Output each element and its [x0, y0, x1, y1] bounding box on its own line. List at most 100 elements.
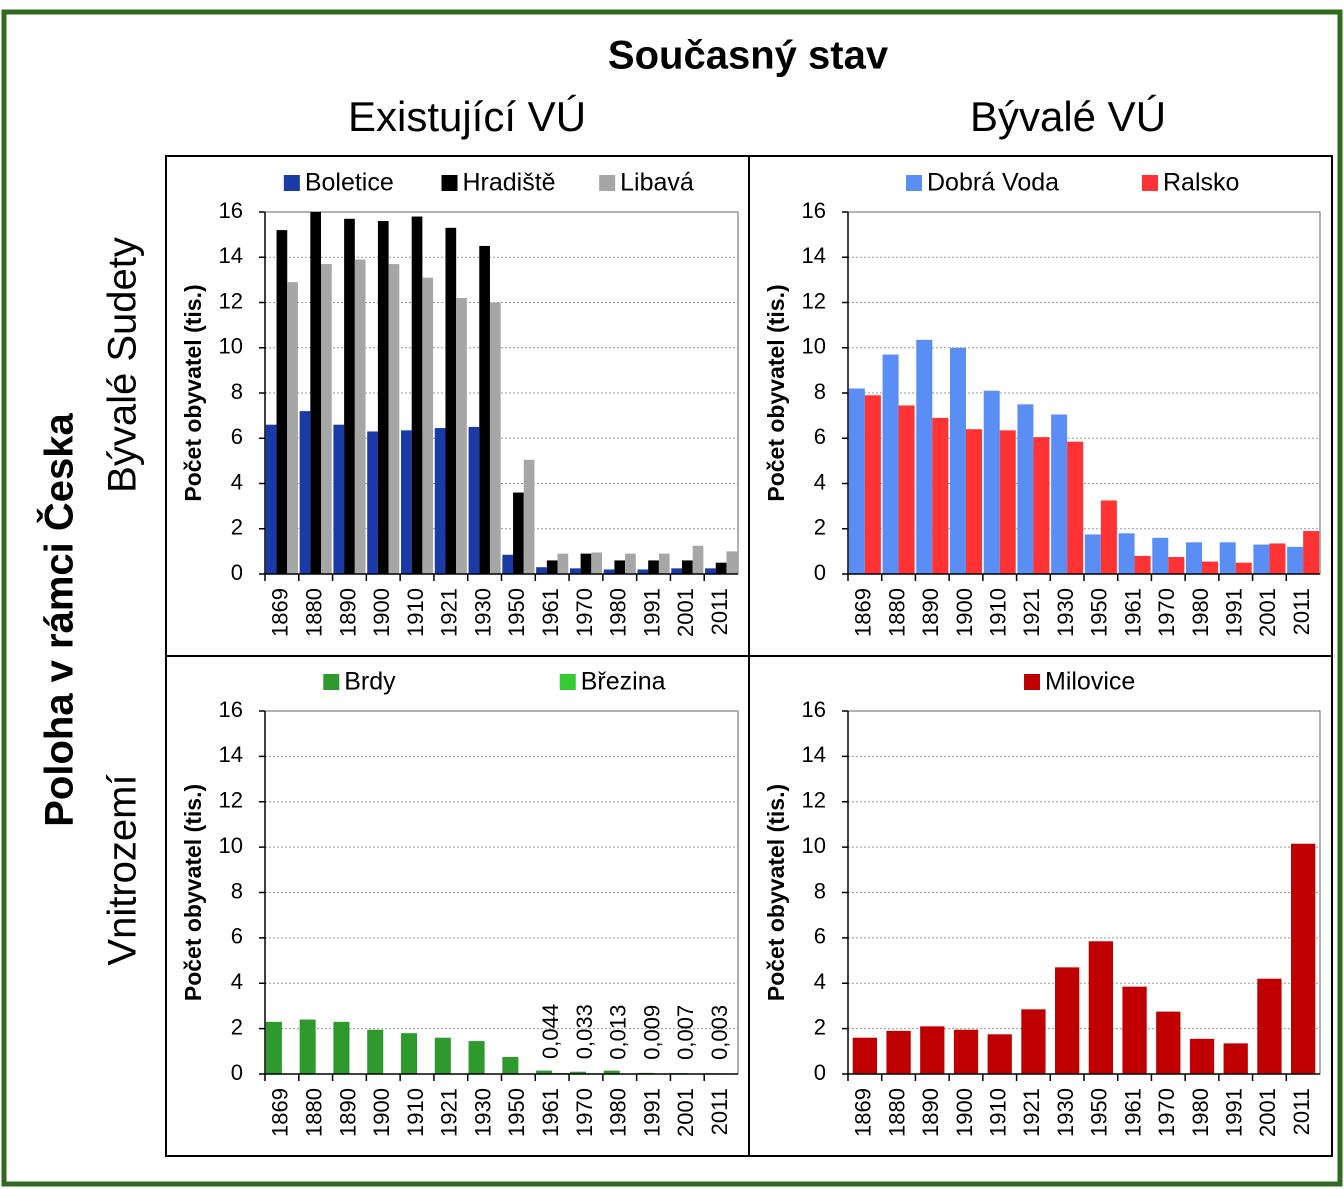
bar — [400, 1033, 418, 1074]
y-tick-label: 4 — [231, 969, 243, 994]
x-tick-label: 1930 — [1053, 588, 1078, 637]
x-tick-label: 1869 — [268, 1088, 293, 1137]
bar — [265, 1021, 282, 1074]
x-tick-label: 1869 — [268, 588, 293, 637]
bar — [546, 560, 558, 574]
x-tick-label: 2001 — [673, 1088, 698, 1137]
legend-label: Boletice — [305, 169, 394, 197]
y-tick-label: 14 — [219, 243, 243, 268]
y-tick-label: 2 — [814, 515, 826, 540]
data-label: 0,007 — [673, 1005, 698, 1060]
x-tick-label: 2001 — [673, 588, 698, 637]
bar — [400, 430, 412, 574]
legend-label: Libavá — [620, 169, 694, 197]
bar — [344, 218, 355, 574]
x-tick-label: 1880 — [301, 588, 326, 637]
bar — [310, 212, 322, 574]
bar — [321, 264, 332, 574]
bar — [916, 339, 933, 574]
y-tick-label: 12 — [219, 288, 243, 313]
x-tick-label: 1890 — [918, 588, 943, 637]
x-tick-label: 1950 — [1087, 588, 1112, 637]
x-tick-label: 1921 — [437, 1088, 462, 1137]
x-tick-label: 1930 — [1053, 1088, 1078, 1137]
bar — [1253, 544, 1270, 574]
y-tick-label: 10 — [802, 334, 826, 359]
bar — [648, 560, 659, 574]
legend-label: Hradiště — [463, 169, 556, 197]
y-tick-label: 6 — [814, 424, 826, 449]
figure-title: Současný stav — [608, 34, 889, 78]
x-tick-label: 1980 — [606, 1088, 631, 1137]
bar — [1122, 986, 1147, 1074]
y-tick-label: 6 — [814, 924, 826, 949]
data-label: 0,044 — [538, 1004, 563, 1059]
bar — [637, 569, 649, 574]
bar — [603, 1070, 620, 1074]
legend-swatch — [559, 674, 576, 690]
column-title: Bývalé VÚ — [970, 93, 1166, 140]
bar — [864, 395, 881, 574]
bar — [966, 429, 983, 574]
bar — [502, 554, 514, 574]
legend-swatch — [283, 175, 300, 191]
legend-swatch — [599, 175, 616, 191]
x-tick-label: 1961 — [538, 1088, 563, 1137]
x-tick-label: 1991 — [1222, 1088, 1247, 1137]
x-tick-label: 1991 — [639, 588, 664, 637]
x-tick-label: 1910 — [403, 1088, 428, 1137]
y-tick-label: 10 — [802, 833, 826, 858]
legend-swatch — [1142, 175, 1158, 191]
x-tick-label: 1961 — [1120, 588, 1145, 637]
legend-swatch — [1024, 674, 1040, 690]
bar — [848, 388, 865, 574]
y-tick-label: 14 — [802, 243, 826, 268]
bar — [1051, 414, 1068, 574]
bar — [987, 1034, 1012, 1074]
x-tick-label: 1921 — [437, 588, 462, 637]
x-tick-label: 1880 — [884, 588, 909, 637]
x-tick-label: 1991 — [1222, 588, 1247, 637]
bar — [1067, 441, 1084, 574]
x-tick-label: 2011 — [707, 588, 732, 635]
bar — [536, 1070, 553, 1074]
bar — [1152, 537, 1169, 574]
x-tick-label: 1950 — [504, 1088, 529, 1137]
x-tick-label: 1910 — [986, 588, 1011, 637]
bar — [523, 459, 535, 574]
y-tick-label: 14 — [219, 742, 243, 767]
y-tick-label: 8 — [231, 379, 243, 404]
bar — [726, 551, 738, 574]
bar — [557, 553, 569, 574]
x-tick-label: 1910 — [403, 588, 428, 637]
bar — [299, 411, 311, 574]
bar — [603, 569, 615, 574]
y-tick-label: 10 — [219, 833, 243, 858]
bar — [614, 560, 626, 574]
legend-label: Ralsko — [1163, 169, 1239, 197]
bar — [536, 567, 547, 574]
bar — [920, 1026, 945, 1074]
x-tick-label: 2001 — [1255, 1088, 1280, 1137]
bar — [1084, 534, 1101, 574]
y-tick-label: 6 — [231, 924, 243, 949]
bar — [983, 390, 1000, 574]
y-tick-label: 10 — [219, 334, 243, 359]
x-tick-label: 1970 — [1154, 1088, 1179, 1137]
x-tick-label: 1950 — [1087, 1088, 1112, 1137]
bar — [999, 430, 1016, 574]
bar — [377, 221, 389, 575]
y-tick-label: 4 — [814, 969, 826, 994]
y-tick-label: 0 — [231, 1060, 243, 1085]
data-label: 0,033 — [572, 1004, 597, 1059]
bar — [658, 553, 670, 574]
side-title: Poloha v rámci Česka — [36, 412, 82, 826]
y-tick-label: 8 — [231, 878, 243, 903]
bar — [1134, 555, 1151, 574]
x-tick-label: 1961 — [538, 588, 563, 637]
x-tick-label: 1900 — [369, 588, 394, 637]
bar — [367, 1029, 384, 1074]
bar — [1033, 437, 1050, 574]
bar — [1185, 542, 1202, 574]
